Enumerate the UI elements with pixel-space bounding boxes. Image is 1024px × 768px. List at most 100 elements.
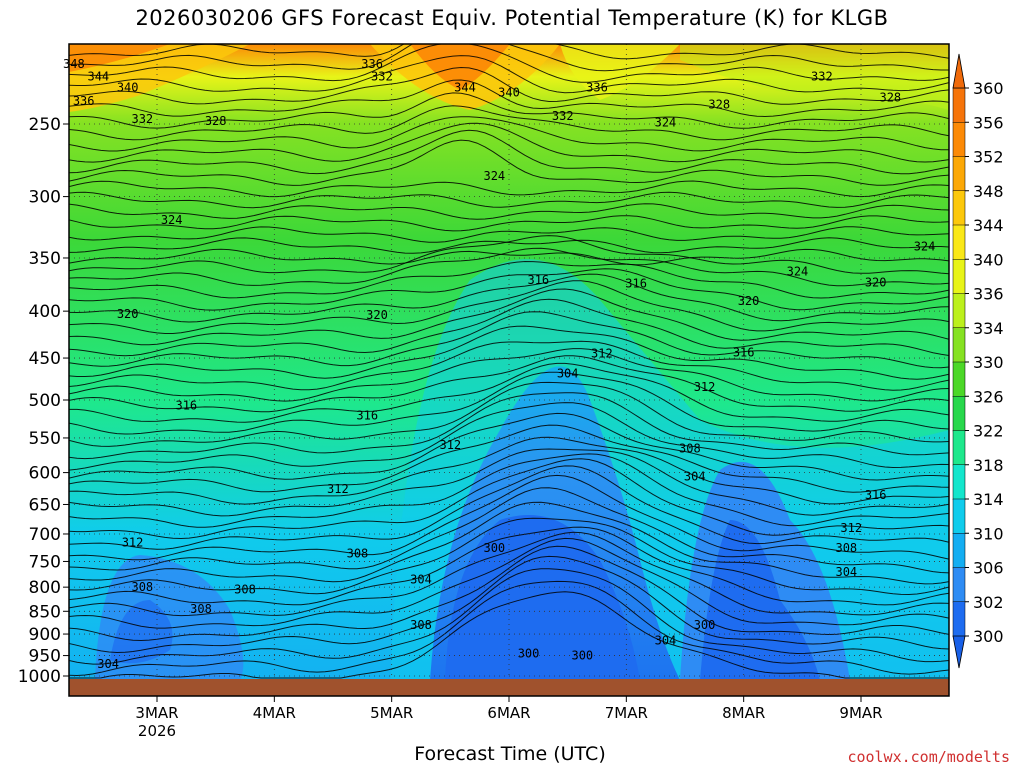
y-tick-label: 250: [29, 115, 61, 135]
contour-label: 324: [655, 115, 677, 129]
contour-label: 324: [914, 239, 936, 253]
contour-line: [69, 235, 949, 275]
colorbar-swatch: [952, 533, 966, 569]
contour-label: 312: [694, 380, 716, 394]
contour-line: [69, 340, 949, 391]
y-tick-label: 700: [29, 525, 61, 545]
colorbar-swatch: [952, 361, 966, 397]
contour-label: 304: [655, 634, 677, 648]
x-axis-year-label: 2026: [137, 722, 177, 740]
contour-line: [69, 537, 949, 629]
contour-line: [69, 545, 949, 642]
colorbar-swatch: [952, 156, 966, 192]
y-tick-label: 400: [29, 302, 61, 322]
colorbar-swatch: [952, 464, 966, 500]
contour-lines: [69, 44, 949, 679]
contour-line: [69, 412, 949, 481]
contour-label: 316: [865, 488, 887, 502]
colorbar-tick-label: 340: [973, 250, 1004, 269]
contour-line: [69, 325, 949, 380]
contour-line: [69, 139, 949, 186]
contour-line: [69, 526, 949, 606]
colorbar-swatch: [952, 601, 966, 637]
contour-label: 304: [97, 657, 119, 671]
contour-line: [69, 555, 949, 654]
y-tick-label: 650: [29, 495, 61, 515]
contour-label: 300: [694, 618, 716, 632]
contour-label: 324: [483, 169, 505, 183]
colorbar-tick-label: 318: [973, 456, 1004, 475]
contour-line: [69, 191, 949, 209]
contour-line: [69, 55, 949, 94]
contour-label: 332: [131, 112, 153, 126]
contour-label: 332: [811, 70, 833, 84]
y-tick-label: 500: [29, 391, 61, 411]
colorbar-tick-label: 300: [973, 627, 1004, 646]
contour-label: 328: [879, 91, 901, 105]
y-tick-label: 1000: [18, 667, 61, 687]
colorbar-tick-label: 322: [973, 422, 1004, 441]
contour-line: [69, 122, 949, 163]
contour-label: 312: [591, 347, 613, 361]
contour-label: 320: [865, 275, 887, 289]
contour-line: [69, 392, 949, 460]
contour-line: [69, 501, 949, 585]
contour-line: [69, 260, 949, 299]
colorbar-tick-label: 344: [973, 216, 1004, 235]
contour-label: 320: [366, 308, 388, 322]
contour-label: 324: [161, 213, 183, 227]
contour-label: 320: [738, 294, 760, 308]
contour-line: [69, 453, 949, 528]
contour-label: 336: [586, 80, 608, 94]
colorbar-min-arrow: [952, 635, 966, 669]
contour-line: [69, 298, 949, 357]
y-tick-label: 850: [29, 602, 61, 622]
contour-label: 308: [835, 541, 857, 555]
contour-label: 304: [410, 573, 432, 587]
colorbar-swatch: [952, 87, 966, 123]
contour-line: [69, 280, 949, 334]
colorbar-swatch: [952, 122, 966, 158]
contour-label: 320: [117, 307, 139, 321]
colorbar-tick-label: 302: [973, 593, 1004, 612]
contour-line: [69, 203, 949, 220]
x-tick-label: 4MAR: [253, 704, 296, 722]
contour-line: [69, 355, 949, 413]
x-axis: 3MAR 4MAR 5MAR 6MAR 7MAR 8MAR 9MAR: [135, 696, 883, 722]
contour-label: 332: [552, 109, 574, 123]
colorbar-tick-label: 352: [973, 148, 1004, 167]
x-tick-label: 9MAR: [839, 704, 882, 722]
colorbar-swatch: [952, 259, 966, 295]
contour-line: [69, 288, 949, 346]
contour-label: 344: [454, 80, 476, 94]
contour-line: [69, 79, 949, 118]
contour-line: [69, 458, 949, 540]
contour-label: 300: [483, 541, 505, 555]
contour-line: [69, 268, 949, 311]
contour-line: [69, 517, 949, 596]
y-tick-label: 750: [29, 552, 61, 572]
contour-label: 340: [117, 80, 139, 94]
colorbar-swatch: [952, 293, 966, 329]
colorbar-tick-label: 314: [973, 490, 1004, 509]
contour-label: 328: [205, 114, 227, 128]
colorbar-swatch: [952, 567, 966, 603]
contour-label: 304: [835, 565, 857, 579]
y-tick-label: 450: [29, 349, 61, 369]
y-tick-label: 800: [29, 578, 61, 598]
contour-label: 308: [190, 602, 212, 616]
colorbar-tick-label: 306: [973, 559, 1004, 578]
contour-line: [69, 465, 949, 550]
contour-line: [69, 237, 949, 254]
contour-label: 308: [410, 618, 432, 632]
contour-label: 316: [625, 276, 647, 290]
contour-label: 300: [571, 649, 593, 663]
colorbar-swatch: [952, 327, 966, 363]
contour-line: [69, 44, 949, 83]
contour-label: 328: [708, 97, 730, 111]
contour-label: 300: [518, 646, 540, 660]
y-tick-label: 950: [29, 647, 61, 667]
colorbar-max-arrow: [952, 53, 966, 89]
colorbar-tick-label: 334: [973, 319, 1004, 338]
